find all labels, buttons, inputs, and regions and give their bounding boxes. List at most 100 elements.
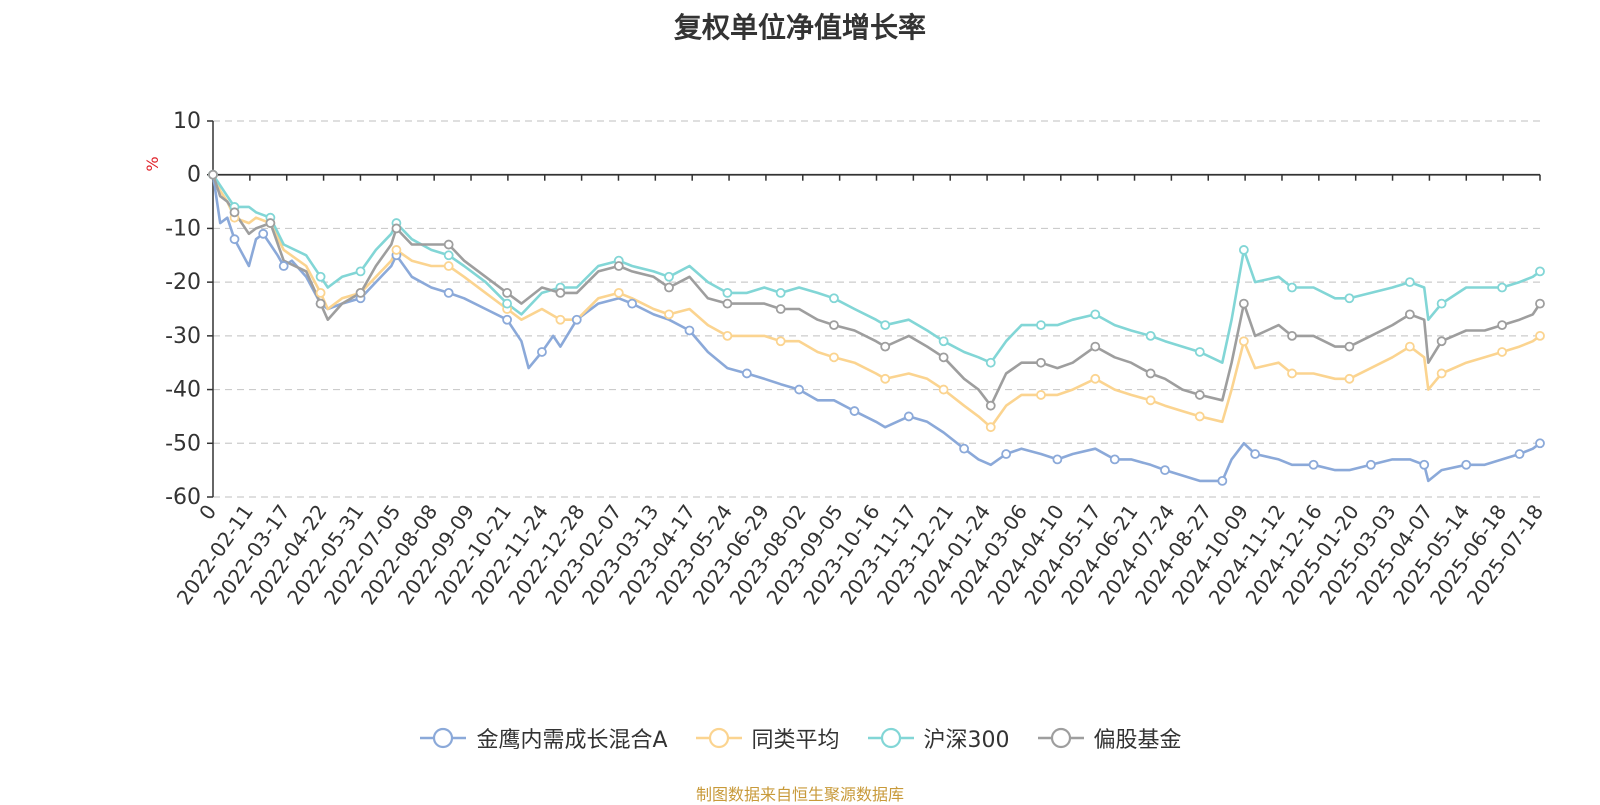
series-point [794,384,805,395]
series-point [1404,309,1415,320]
series-point [265,218,276,228]
series-point [1308,459,1319,470]
series-point [1344,293,1355,304]
grid-layer [213,120,1540,498]
series-point [355,287,366,298]
legend-label: 同类平均 [751,728,840,753]
series-point [1535,438,1545,449]
y-axis-unit-label: % [143,156,162,171]
y-tick-label: 0 [187,163,201,188]
series-point [1052,454,1063,465]
series-point [1344,373,1355,384]
series-point [229,207,240,218]
legend-item-3[interactable]: 沪深300 [866,722,1010,754]
source-note: 制图数据来自恒生聚源数据库 [695,785,904,804]
series-point [613,287,624,298]
series-point [959,443,970,454]
legend-item-2[interactable]: 同类平均 [694,722,840,754]
legend-marker-icon [867,727,914,749]
series-point [1250,449,1261,459]
legend-marker-icon [695,727,742,749]
series-point [1535,298,1545,309]
legend-circle [1050,727,1071,749]
series-point [502,298,512,309]
y-tick-label: -30 [165,324,201,349]
series-point [985,422,996,433]
series-point [938,352,949,363]
series-line-4 [211,174,1542,407]
y-tick-label: -40 [165,378,201,403]
series-point [880,341,891,352]
series-point [938,384,949,395]
series-point [1238,245,1249,255]
series-point [1497,282,1507,293]
series-point [1535,330,1545,341]
series-point [1366,459,1376,470]
series-point [443,239,454,250]
series-point [1287,368,1297,379]
series-layer [211,173,1542,483]
series-point [1535,266,1545,277]
series-point [1404,341,1415,352]
legend-marker-icon [1037,727,1084,749]
series-point [502,287,512,298]
series-point [1090,309,1101,320]
legend-label: 沪深300 [923,728,1010,753]
series-point [829,293,839,304]
series-point [722,298,733,309]
chart-title: 复权单位净值增长率 [673,11,926,44]
series-point [664,309,674,320]
series-point [880,373,891,384]
series-point [880,320,891,331]
series-point [829,320,839,331]
series-point [1001,449,1012,459]
y-tick-label: -60 [165,485,201,510]
series-point [1036,390,1046,400]
series-point [443,250,454,261]
series-point [258,228,269,239]
series-point [775,336,786,347]
legend-circle [433,727,454,749]
series-point [229,234,240,245]
series-point [391,223,402,234]
series-point [443,261,454,271]
series-line-3 [211,173,1541,364]
series-point [829,352,839,363]
series-point [1109,454,1120,465]
series-line-2 [211,174,1541,429]
series-point [1461,459,1472,470]
series-point [775,287,786,298]
series-point [315,287,326,298]
series-point [537,347,547,357]
marker-layer [208,169,1545,486]
series-point [1497,320,1507,331]
series-point [627,298,638,309]
series-point [684,325,695,336]
series-point [1497,347,1507,357]
series-point [1514,449,1525,459]
series-point [664,271,674,282]
series-point [1287,282,1297,293]
series-point [571,314,582,325]
series-point [849,406,860,416]
series-point [1238,298,1249,309]
series-point [1238,336,1249,347]
series-point [1419,459,1430,470]
legend-item-1[interactable]: 金鹰内需成长混合A [418,722,668,754]
series-point [1404,277,1415,288]
series-point [1194,390,1205,400]
series-point [1194,411,1205,422]
series-point [315,298,326,309]
series-point [1036,320,1046,331]
series-point [1217,475,1228,486]
series-point [391,245,402,255]
y-tick-label: -50 [165,431,201,456]
series-point [722,287,733,298]
series-point [1036,357,1046,368]
series-point [315,271,326,282]
series-point [741,368,752,379]
series-point [1436,368,1447,379]
legend-item-4[interactable]: 偏股基金 [1036,722,1182,754]
series-point [1145,395,1156,406]
series-point [1436,336,1447,347]
